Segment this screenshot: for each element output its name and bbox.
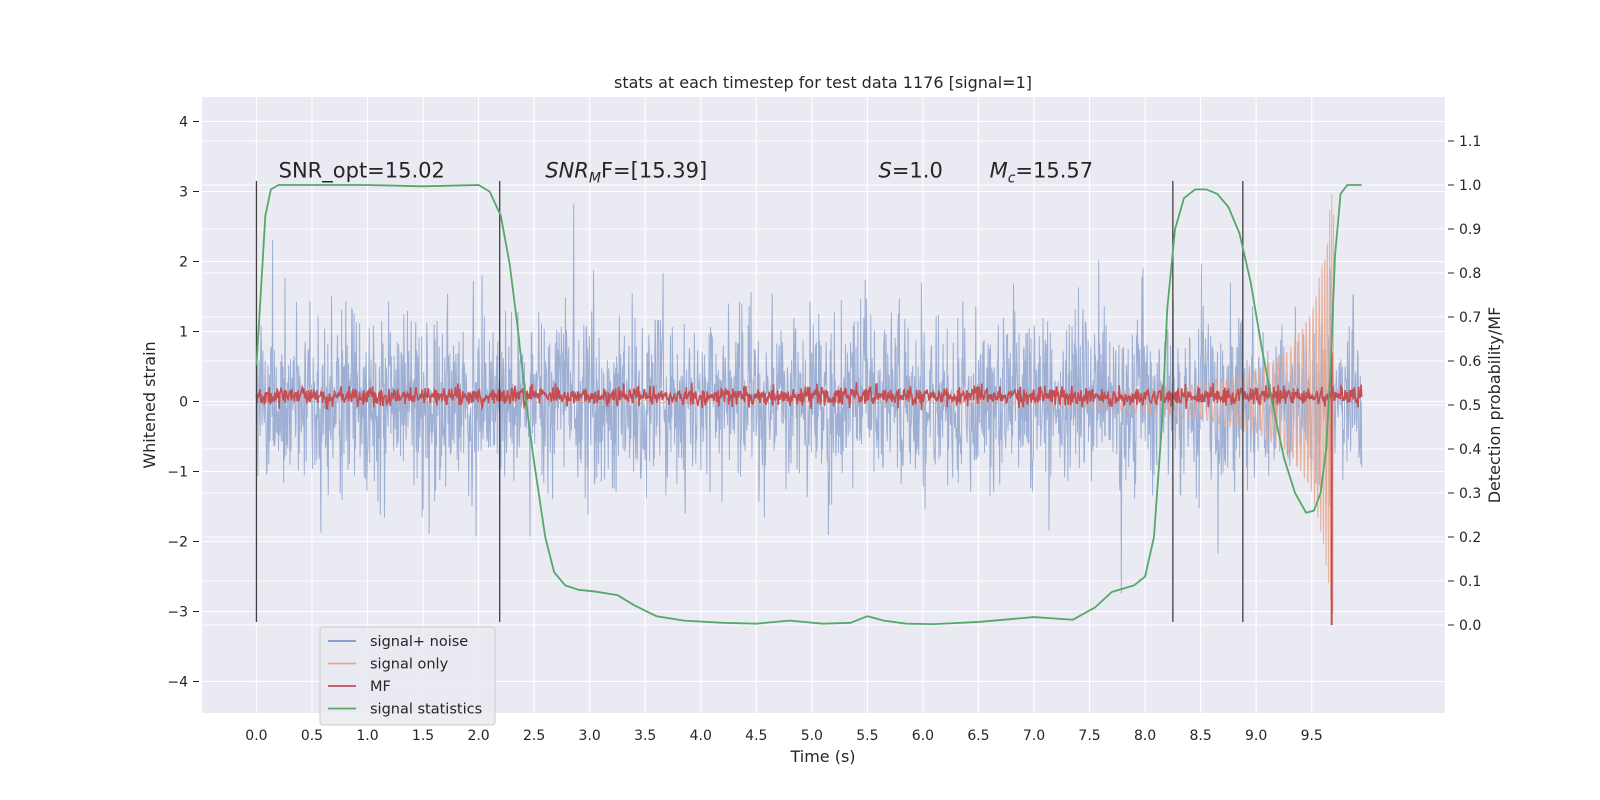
y-axis-label-left: Whitened strain (140, 341, 159, 468)
annotations: SNR_opt=15.02 SNRMF=[15.39] S=1.0 Mc=15.57 (279, 159, 1093, 187)
y-tick-label-right: 0.9 (1459, 222, 1481, 238)
x-tick-label: 1.0 (356, 728, 378, 744)
y-tick-label-right: 0.7 (1459, 310, 1481, 326)
y-tick-label-left: 3 (179, 185, 188, 201)
chart-title: stats at each timestep for test data 117… (614, 73, 1032, 92)
y-axis-label-right: Detection probability/MF (1485, 307, 1504, 504)
x-tick-label: 3.5 (634, 728, 656, 744)
y-tick-label-right: 0.6 (1459, 354, 1481, 370)
x-tick-label: 0.0 (245, 728, 267, 744)
x-tick-label: 8.5 (1189, 728, 1211, 744)
signal-statistics-layer (255, 184, 1362, 626)
x-tick-label: 6.0 (912, 728, 934, 744)
y-tick-label-right: 0.8 (1459, 266, 1481, 282)
annotation-symbol: SNR (545, 159, 589, 183)
legend: signal+ noise signal only MF signal statist… (319, 626, 496, 726)
annotation-symbol: S (878, 159, 891, 183)
signal-statistics-series (255, 184, 1362, 626)
x-tick-label: 2.5 (523, 728, 545, 744)
annotation-2: S=1.0 (878, 159, 942, 183)
annotation-subscript: c (1008, 171, 1016, 187)
y-tick-label-right: 0.1 (1459, 574, 1481, 590)
y-tick-label-left: 1 (179, 325, 188, 341)
annotation-3: Mc=15.57 (990, 159, 1094, 187)
x-tick-label: 7.0 (1023, 728, 1045, 744)
y-tick-label-left: −1 (167, 465, 188, 481)
x-tick-label: 0.5 (301, 728, 323, 744)
y-tick-label-right: 0.2 (1459, 530, 1481, 546)
x-tick-label: 9.0 (1245, 728, 1267, 744)
mf-series (255, 382, 1363, 412)
x-tick-label: 5.5 (856, 728, 878, 744)
x-tick-label: 9.5 (1301, 728, 1323, 744)
legend-box (319, 626, 496, 726)
y-tick-label-right: 0.0 (1459, 618, 1481, 634)
y-tick-label-left: 2 (179, 255, 188, 271)
y-tick-label-right: 1.1 (1459, 134, 1481, 150)
x-tick-label: 2.0 (467, 728, 489, 744)
y-tick-label-right: 0.3 (1459, 486, 1481, 502)
y-tick-label-left: 4 (179, 115, 188, 131)
annotation-symbol: M (990, 159, 1008, 183)
x-tick-label: 6.5 (967, 728, 989, 744)
data-layer (255, 194, 1363, 625)
legend-label: MF (370, 679, 391, 695)
x-tick-label: 4.0 (690, 728, 712, 744)
x-tick-label: 1.5 (412, 728, 434, 744)
x-tick-label: 7.5 (1078, 728, 1100, 744)
annotation-value: =1.0 (892, 159, 943, 183)
y-tick-label-right: 0.4 (1459, 442, 1481, 458)
y-tick-label-right: 0.5 (1459, 398, 1481, 414)
legend-label: signal only (370, 657, 449, 673)
x-tick-label: 4.5 (745, 728, 767, 744)
y-tick-label-left: −2 (167, 535, 188, 551)
y-tick-label-left: 0 (179, 395, 188, 411)
annotation-1: SNRMF=[15.39] (545, 159, 707, 187)
annotation-subscript: M (589, 171, 601, 187)
y-tick-label-left: −3 (167, 605, 188, 621)
x-tick-label: 5.0 (801, 728, 823, 744)
x-axis-label: Time (s) (789, 747, 855, 766)
x-tick-label: 3.0 (579, 728, 601, 744)
annotation-value: F=[15.39] (601, 159, 707, 183)
x-tick-label: 8.0 (1134, 728, 1156, 744)
annotation-value: =15.57 (1015, 159, 1093, 183)
y-tick-label-right: 1.0 (1459, 178, 1481, 194)
annotation-0: SNR_opt=15.02 (279, 159, 445, 184)
y-tick-label-left: −4 (167, 675, 188, 691)
legend-label: signal+ noise (370, 634, 468, 650)
legend-label: signal statistics (370, 702, 482, 718)
axes: stats at each timestep for test data 117… (140, 73, 1504, 766)
